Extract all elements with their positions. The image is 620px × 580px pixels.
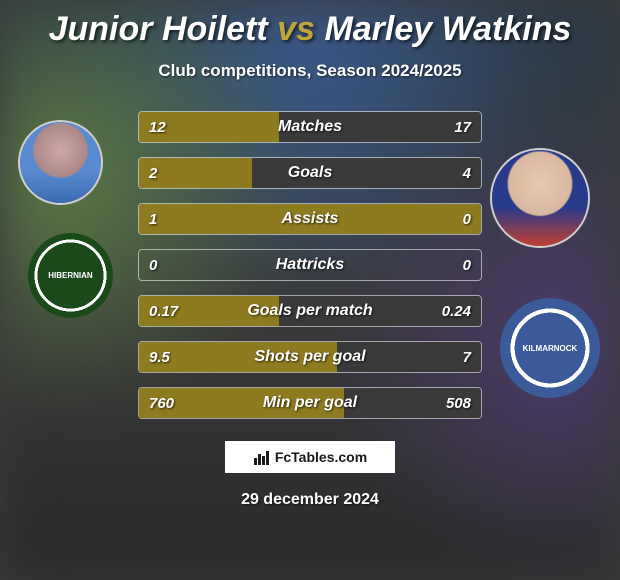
stat-row: 24Goals: [138, 157, 482, 189]
club-crest-right: KILMARNOCK: [500, 298, 600, 398]
brand-badge: FcTables.com: [225, 441, 395, 473]
stat-row: 760508Min per goal: [138, 387, 482, 419]
stat-row: 00Hattricks: [138, 249, 482, 281]
bars-icon: [253, 448, 271, 466]
date-text: 29 december 2024: [0, 491, 620, 509]
stat-label: Assists: [139, 210, 481, 228]
player-right-avatar: [490, 148, 590, 248]
stat-label: Matches: [139, 118, 481, 136]
subtitle: Club competitions, Season 2024/2025: [0, 61, 620, 81]
stat-label: Shots per goal: [139, 348, 481, 366]
title-player2: Marley Watkins: [324, 10, 571, 48]
title-vs: vs: [277, 10, 315, 48]
player-left-avatar: [18, 120, 103, 205]
club-crest-left: HIBERNIAN: [28, 233, 113, 318]
player-left-club-badge: HIBERNIAN: [28, 233, 113, 318]
brand-text: FcTables.com: [275, 449, 367, 465]
stat-row: 0.170.24Goals per match: [138, 295, 482, 327]
page-title: Junior Hoilett vs Marley Watkins: [0, 0, 620, 49]
stat-label: Min per goal: [139, 394, 481, 412]
player-right-club-badge: KILMARNOCK: [500, 298, 600, 398]
stat-row: 9.57Shots per goal: [138, 341, 482, 373]
stat-label: Goals per match: [139, 302, 481, 320]
stat-label: Hattricks: [139, 256, 481, 274]
title-player1: Junior Hoilett: [49, 10, 268, 48]
stat-row: 1217Matches: [138, 111, 482, 143]
stat-row: 10Assists: [138, 203, 482, 235]
stat-label: Goals: [139, 164, 481, 182]
